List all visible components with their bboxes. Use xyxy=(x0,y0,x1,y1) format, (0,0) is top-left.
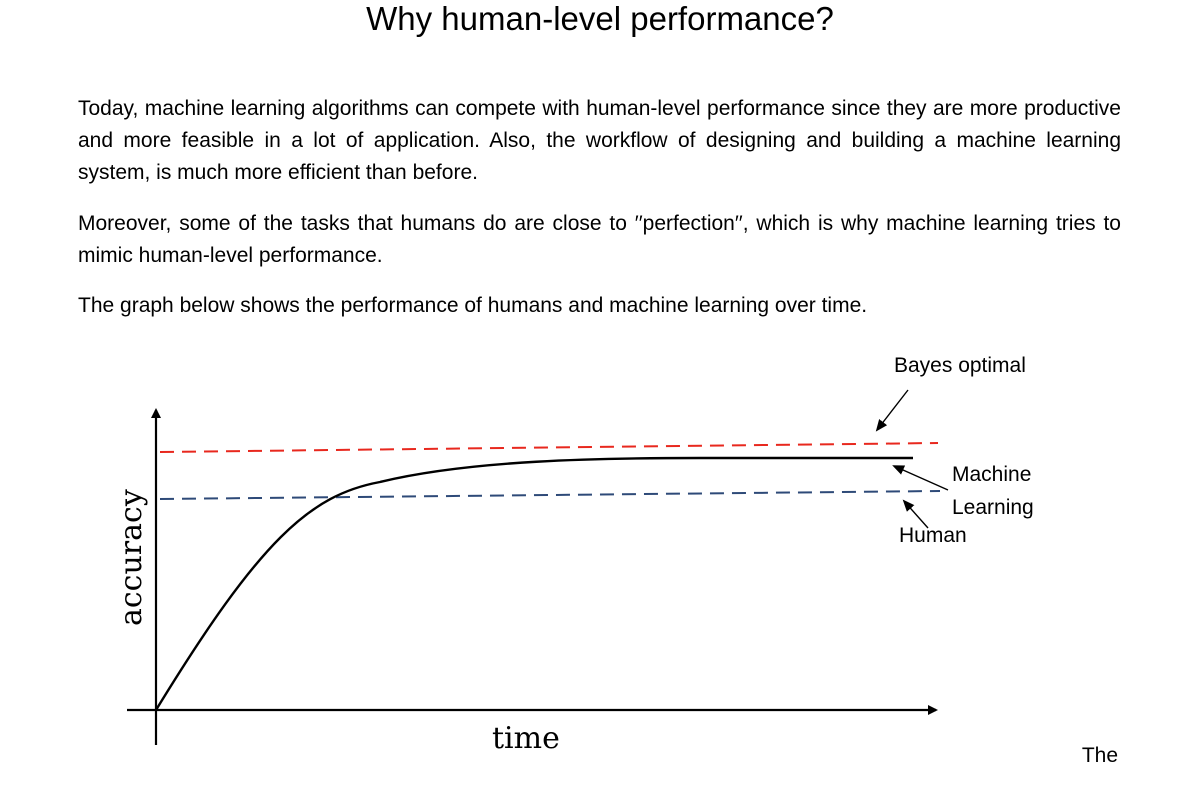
human-arrow xyxy=(902,499,929,529)
machine-learning-curve xyxy=(154,456,913,711)
paragraph-graph-intro: The graph below shows the performance of… xyxy=(78,294,868,317)
bayes-optimal-line xyxy=(159,442,939,453)
human-label: Human xyxy=(899,524,967,547)
paragraph-moreover: Moreover, some of the tasks that humans … xyxy=(78,212,1121,267)
machine-label-line1: Machine xyxy=(952,463,1031,486)
paragraph-intro: Today, machine learning algorithms can c… xyxy=(78,97,1121,184)
machine-learning-arrow xyxy=(892,465,949,491)
human-level-line xyxy=(159,490,941,500)
trailing-text: The xyxy=(1081,744,1118,767)
page-title: Why human-level performance? xyxy=(366,0,834,37)
bayes-optimal-label: Bayes optimal xyxy=(894,354,1026,377)
x-axis-label: time xyxy=(492,721,560,756)
machine-label-line2: Learning xyxy=(952,496,1034,519)
y-axis-label: accuracy xyxy=(114,489,149,626)
bayes-optimal-arrow xyxy=(875,389,909,432)
